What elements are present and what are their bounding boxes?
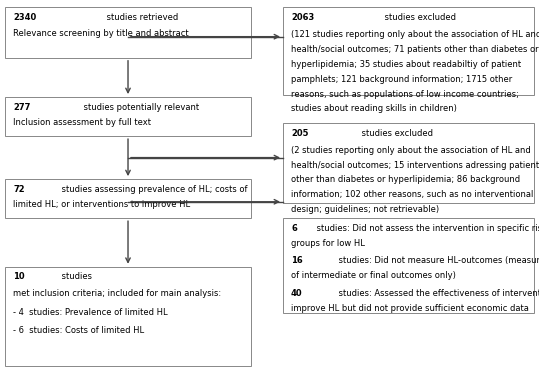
Text: groups for low HL: groups for low HL — [291, 239, 365, 248]
Text: pamphlets; 121 background information; 1715 other: pamphlets; 121 background information; 1… — [291, 75, 512, 84]
Text: studies assessing prevalence of HL; costs of: studies assessing prevalence of HL; cost… — [59, 185, 247, 194]
Text: 277: 277 — [13, 103, 31, 112]
Text: met inclusion criteria; included for main analysis:: met inclusion criteria; included for mai… — [13, 289, 222, 298]
Text: 2340: 2340 — [13, 13, 37, 22]
Text: 72: 72 — [13, 185, 25, 194]
FancyBboxPatch shape — [283, 7, 534, 95]
Text: studies: Did not measure HL-outcomes (measurement: studies: Did not measure HL-outcomes (me… — [336, 256, 539, 266]
Text: studies: Assessed the effectiveness of interventions to: studies: Assessed the effectiveness of i… — [336, 289, 539, 298]
Text: 16: 16 — [291, 256, 303, 266]
Text: health/social outcomes; 15 interventions adressing patients: health/social outcomes; 15 interventions… — [291, 160, 539, 170]
Text: reasons, such as populations of low income countries;: reasons, such as populations of low inco… — [291, 90, 519, 98]
Text: design; guidelines; not retrievable): design; guidelines; not retrievable) — [291, 205, 439, 214]
Text: (2 studies reporting only about the association of HL and: (2 studies reporting only about the asso… — [291, 146, 531, 155]
FancyBboxPatch shape — [5, 97, 251, 136]
Text: 6: 6 — [291, 224, 297, 233]
Text: Inclusion assessment by full text: Inclusion assessment by full text — [13, 118, 151, 127]
Text: - 6  studies: Costs of limited HL: - 6 studies: Costs of limited HL — [13, 326, 144, 335]
Text: improve HL but did not provide sufficient economic data: improve HL but did not provide sufficien… — [291, 304, 529, 313]
Text: studies about reading skills in children): studies about reading skills in children… — [291, 104, 457, 113]
Text: studies retrieved: studies retrieved — [104, 13, 178, 22]
Text: limited HL; or interventions to improve HL: limited HL; or interventions to improve … — [13, 200, 191, 209]
Text: 10: 10 — [13, 272, 25, 281]
Text: health/social outcomes; 71 patients other than diabetes or: health/social outcomes; 71 patients othe… — [291, 45, 538, 54]
Text: hyperlipidemia; 35 studies about readabiltiy of patient: hyperlipidemia; 35 studies about readabi… — [291, 60, 521, 69]
Text: 2063: 2063 — [291, 13, 314, 22]
Text: other than diabetes or hyperlipidemia; 86 background: other than diabetes or hyperlipidemia; 8… — [291, 175, 520, 185]
Text: studies potentially relevant: studies potentially relevant — [81, 103, 199, 112]
FancyBboxPatch shape — [283, 123, 534, 203]
Text: (121 studies reporting only about the association of HL and: (121 studies reporting only about the as… — [291, 30, 539, 39]
Text: studies excluded: studies excluded — [359, 129, 433, 138]
Text: studies: studies — [59, 272, 92, 281]
Text: 205: 205 — [291, 129, 308, 138]
FancyBboxPatch shape — [5, 7, 251, 58]
Text: studies: Did not assess the intervention in specific risk: studies: Did not assess the intervention… — [314, 224, 539, 233]
Text: information; 102 other reasons, such as no interventional: information; 102 other reasons, such as … — [291, 190, 534, 199]
Text: 40: 40 — [291, 289, 303, 298]
Text: of intermediate or final outcomes only): of intermediate or final outcomes only) — [291, 271, 456, 280]
Text: - 4  studies: Prevalence of limited HL: - 4 studies: Prevalence of limited HL — [13, 308, 168, 317]
Text: studies excluded: studies excluded — [382, 13, 455, 22]
FancyBboxPatch shape — [5, 179, 251, 218]
Text: Relevance screening by title and abstract: Relevance screening by title and abstrac… — [13, 29, 189, 38]
FancyBboxPatch shape — [283, 218, 534, 313]
FancyBboxPatch shape — [5, 267, 251, 366]
